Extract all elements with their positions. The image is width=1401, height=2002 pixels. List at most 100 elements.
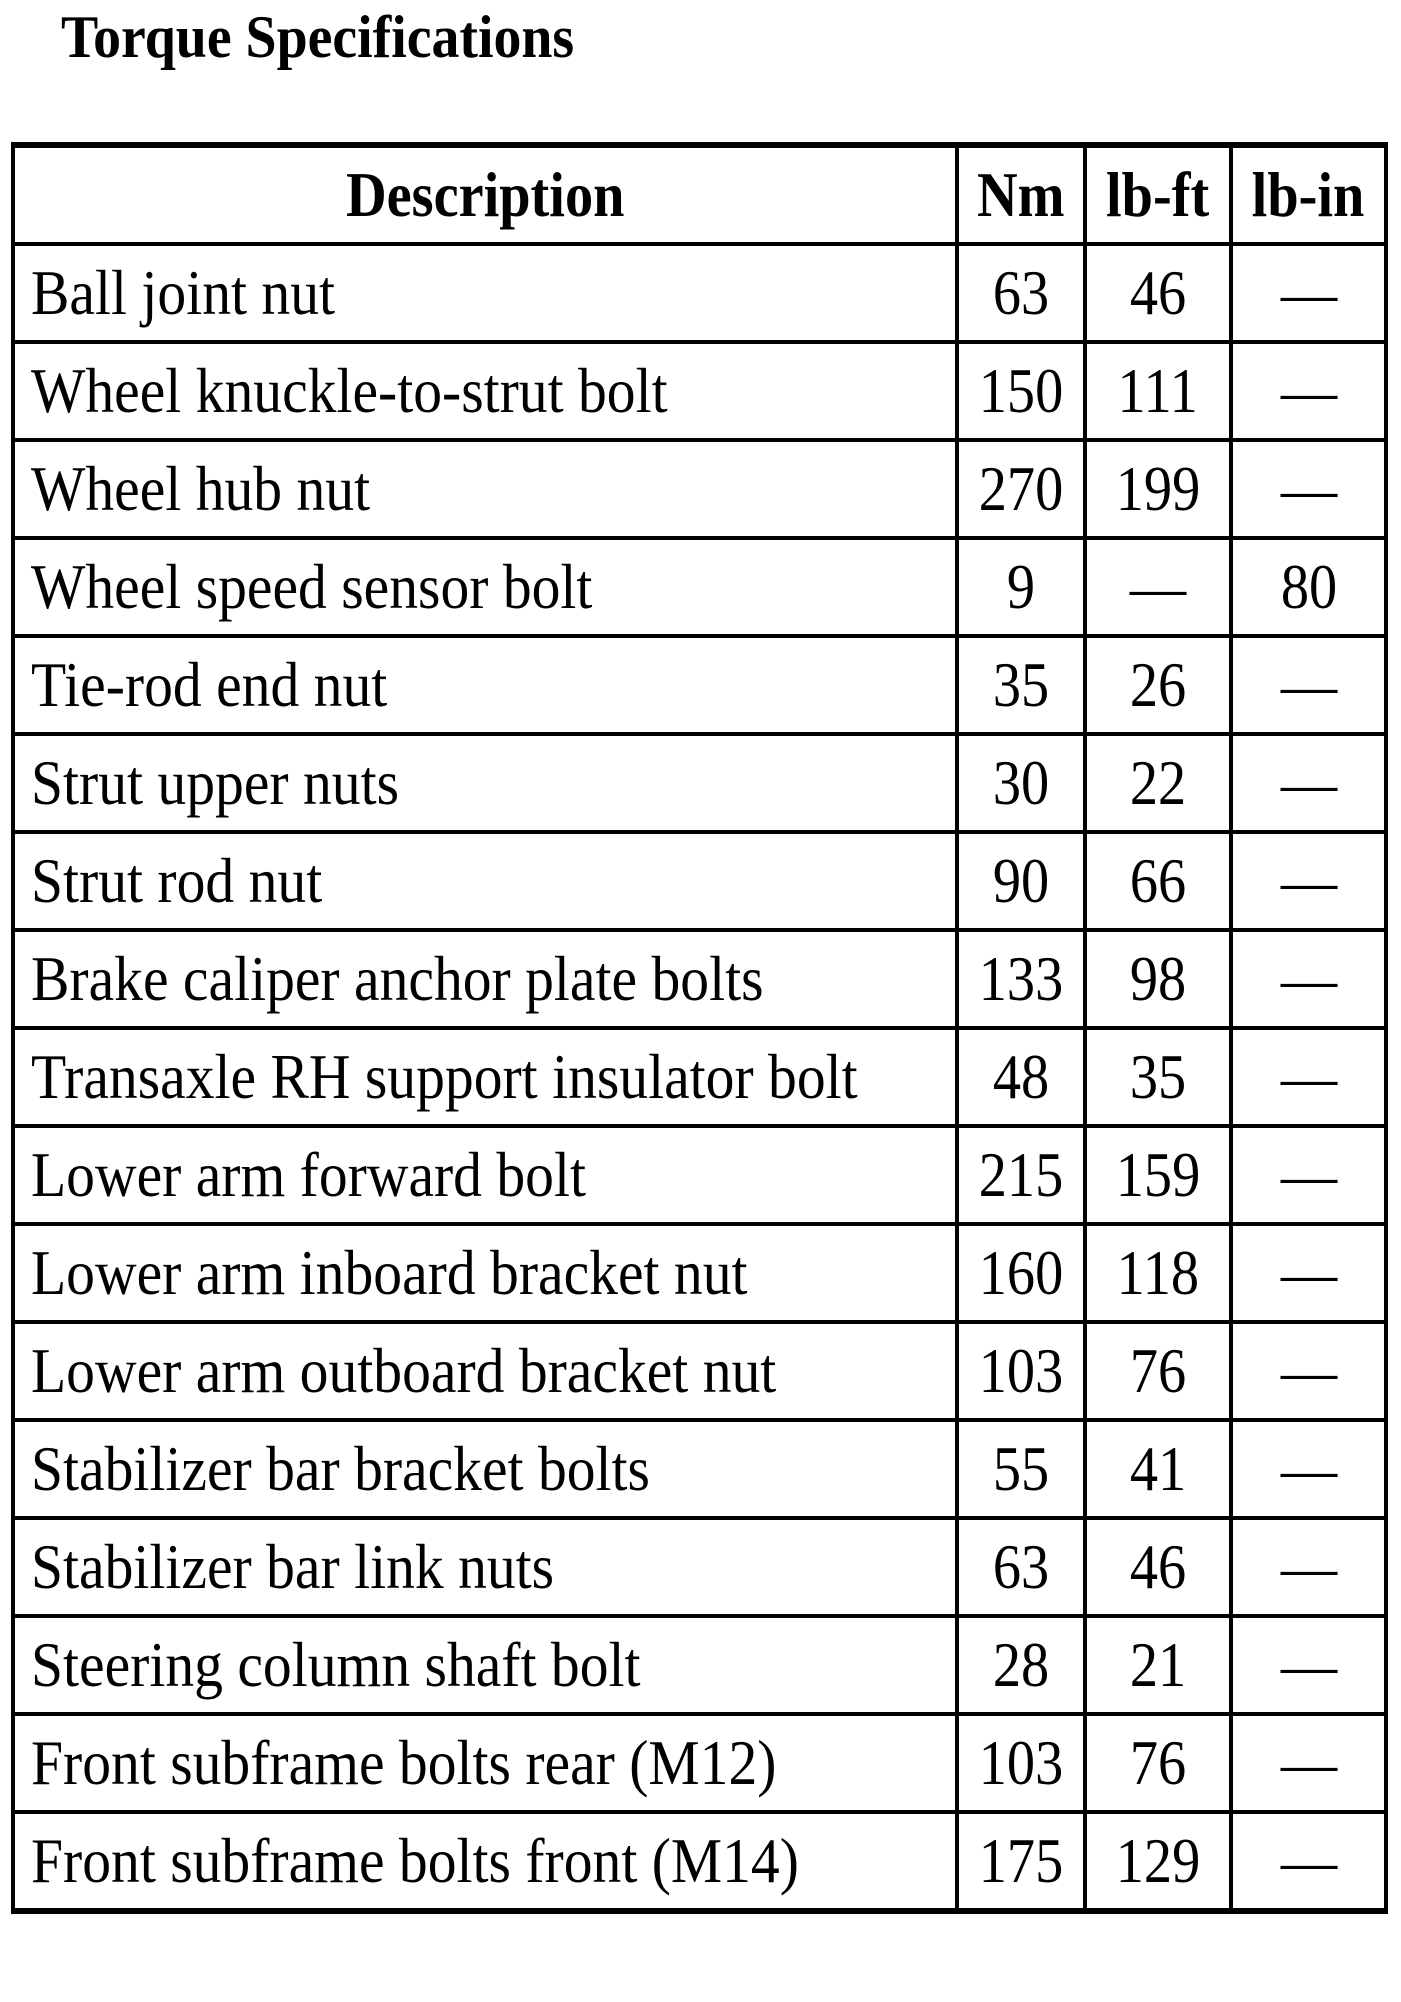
cell-text: 41 — [1129, 1433, 1187, 1504]
cell-nm: 103 — [955, 1320, 1087, 1422]
cell-lb-in: — — [1229, 1712, 1388, 1814]
cell-text: — — [1280, 845, 1337, 916]
cell-text: 48 — [992, 1041, 1050, 1112]
cell-text: 46 — [1129, 257, 1187, 328]
cell-nm: 55 — [955, 1418, 1087, 1520]
cell-lb-in: — — [1229, 1320, 1388, 1422]
cell-text: — — [1129, 551, 1187, 622]
cell-text: Wheel knuckle-to-strut bolt — [31, 355, 668, 426]
cell-text: 63 — [992, 1531, 1050, 1602]
cell-description: Wheel hub nut — [11, 438, 959, 540]
table-row: Brake caliper anchor plate bolts 133 98 — — [11, 928, 1388, 1030]
cell-nm: 150 — [955, 340, 1087, 442]
cell-text: — — [1280, 1139, 1337, 1210]
cell-nm: 160 — [955, 1222, 1087, 1324]
cell-description: Ball joint nut — [11, 242, 959, 344]
page-title: Torque Specifications — [61, 4, 575, 70]
table-row: Front subframe bolts rear (M12) 103 76 — — [11, 1712, 1388, 1814]
cell-text: 111 — [1117, 355, 1199, 426]
header-label: lb-in — [1252, 159, 1365, 230]
cell-text: 35 — [992, 649, 1050, 720]
cell-description: Stabilizer bar link nuts — [11, 1516, 959, 1618]
cell-nm: 215 — [955, 1124, 1087, 1226]
cell-lb-ft: 199 — [1083, 438, 1233, 540]
table-row: Wheel speed sensor bolt 9 — 80 — [11, 536, 1388, 638]
cell-lb-ft: 46 — [1083, 1516, 1233, 1618]
cell-nm: 9 — [955, 536, 1087, 638]
table-row: Lower arm inboard bracket nut 160 118 — — [11, 1222, 1388, 1324]
cell-lb-ft: 76 — [1083, 1712, 1233, 1814]
cell-lb-ft: 118 — [1083, 1222, 1233, 1324]
cell-text: 46 — [1129, 1531, 1187, 1602]
cell-nm: 63 — [955, 242, 1087, 344]
cell-lb-ft: 66 — [1083, 830, 1233, 932]
header-nm: Nm — [955, 142, 1087, 246]
table-row: Strut upper nuts 30 22 — — [11, 732, 1388, 834]
cell-text: 150 — [978, 355, 1064, 426]
cell-text: — — [1280, 355, 1337, 426]
cell-nm: 48 — [955, 1026, 1087, 1128]
cell-lb-in: — — [1229, 928, 1388, 1030]
cell-text: 26 — [1129, 649, 1187, 720]
table-row: Front subframe bolts front (M14) 175 129 — — [11, 1810, 1388, 1914]
cell-lb-ft: 98 — [1083, 928, 1233, 1030]
cell-text: Wheel hub nut — [31, 453, 371, 524]
table-row: Stabilizer bar link nuts 63 46 — — [11, 1516, 1388, 1618]
table-row: Lower arm outboard bracket nut 103 76 — — [11, 1320, 1388, 1422]
cell-text: — — [1280, 1531, 1337, 1602]
cell-description: Front subframe bolts front (M14) — [11, 1810, 959, 1914]
cell-text: 215 — [978, 1139, 1064, 1210]
cell-text: — — [1280, 1237, 1337, 1308]
cell-nm: 90 — [955, 830, 1087, 932]
header-lb-in: lb-in — [1229, 142, 1388, 246]
cell-lb-in: 80 — [1229, 536, 1388, 638]
cell-description: Wheel speed sensor bolt — [11, 536, 959, 638]
cell-text: Stabilizer bar link nuts — [31, 1531, 555, 1602]
cell-text: Brake caliper anchor plate bolts — [31, 943, 764, 1014]
cell-description: Lower arm forward bolt — [11, 1124, 959, 1226]
cell-lb-ft: 111 — [1083, 340, 1233, 442]
cell-description: Steering column shaft bolt — [11, 1614, 959, 1716]
cell-description: Stabilizer bar bracket bolts — [11, 1418, 959, 1520]
header-label: Description — [345, 159, 625, 230]
cell-text: Lower arm outboard bracket nut — [31, 1335, 777, 1406]
cell-nm: 35 — [955, 634, 1087, 736]
cell-description: Lower arm inboard bracket nut — [11, 1222, 959, 1324]
cell-text: — — [1280, 1041, 1337, 1112]
cell-text: 199 — [1115, 453, 1201, 524]
cell-lb-ft: — — [1083, 536, 1233, 638]
table-row: Ball joint nut 63 46 — — [11, 242, 1388, 344]
cell-text: 30 — [992, 747, 1050, 818]
cell-text: 98 — [1129, 943, 1187, 1014]
cell-lb-in: — — [1229, 830, 1388, 932]
cell-nm: 28 — [955, 1614, 1087, 1716]
cell-text: — — [1280, 747, 1337, 818]
cell-text: 159 — [1115, 1139, 1201, 1210]
cell-lb-in: — — [1229, 242, 1388, 344]
cell-text: 160 — [978, 1237, 1064, 1308]
cell-description: Tie-rod end nut — [11, 634, 959, 736]
cell-lb-in: — — [1229, 340, 1388, 442]
cell-lb-ft: 41 — [1083, 1418, 1233, 1520]
cell-text: — — [1280, 453, 1337, 524]
cell-description: Brake caliper anchor plate bolts — [11, 928, 959, 1030]
cell-nm: 175 — [955, 1810, 1087, 1914]
cell-lb-ft: 129 — [1083, 1810, 1233, 1914]
cell-nm: 63 — [955, 1516, 1087, 1618]
cell-text: 35 — [1129, 1041, 1187, 1112]
cell-lb-ft: 159 — [1083, 1124, 1233, 1226]
cell-text: — — [1280, 1629, 1337, 1700]
cell-lb-in: — — [1229, 1418, 1388, 1520]
cell-text: Steering column shaft bolt — [31, 1629, 641, 1700]
cell-text: 76 — [1129, 1335, 1187, 1406]
cell-text: — — [1280, 257, 1337, 328]
header-label: lb-ft — [1106, 159, 1210, 230]
cell-description: Strut upper nuts — [11, 732, 959, 834]
table-row: Wheel hub nut 270 199 — — [11, 438, 1388, 540]
cell-text: 66 — [1129, 845, 1187, 916]
cell-text: — — [1280, 1335, 1337, 1406]
cell-lb-in: — — [1229, 1222, 1388, 1324]
header-lb-ft: lb-ft — [1083, 142, 1233, 246]
table-row: Lower arm forward bolt 215 159 — — [11, 1124, 1388, 1226]
cell-text: Front subframe bolts front (M14) — [31, 1825, 799, 1896]
